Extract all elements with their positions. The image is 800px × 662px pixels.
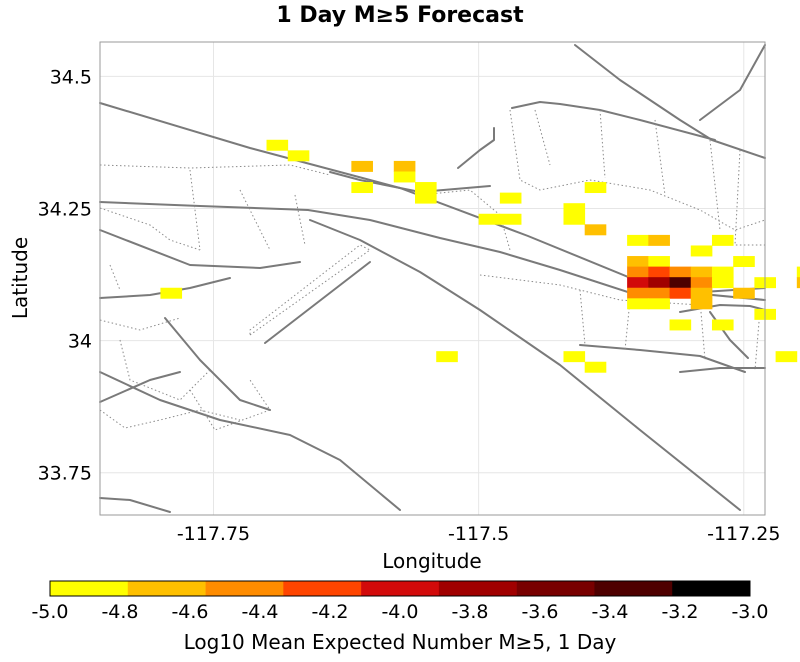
forecast-cell	[351, 182, 373, 194]
y-tick-label: 34	[68, 331, 92, 353]
colorbar-tick-label: -4.6	[171, 601, 208, 623]
colorbar-tick-label: -4.8	[101, 601, 138, 623]
colorbar-segment	[50, 581, 129, 596]
y-tick-label: 33.75	[38, 463, 92, 485]
x-tick-label: -117.5	[448, 523, 509, 545]
x-axis-label: Longitude	[382, 549, 481, 573]
forecast-cell	[563, 213, 586, 225]
forecast-cell	[584, 224, 607, 236]
forecast-cell	[627, 256, 649, 268]
forecast-cell	[563, 203, 586, 215]
colorbar-frame	[49, 580, 751, 597]
forecast-cell	[775, 351, 798, 363]
forecast-cell	[711, 277, 734, 289]
colorbar-tick-label: -3.6	[521, 601, 558, 623]
forecast-cell	[690, 245, 713, 257]
colorbar-segment	[672, 581, 751, 596]
forecast-cell	[266, 139, 289, 151]
forecast-cell	[393, 160, 416, 172]
forecast-cell	[711, 266, 734, 278]
forecast-cell	[648, 287, 670, 299]
forecast-cell	[584, 182, 607, 194]
forecast-cell	[669, 287, 692, 299]
colorbar-segment	[516, 581, 595, 596]
forecast-cell	[415, 182, 437, 194]
y-axis-label: Latitude	[8, 237, 32, 319]
colorbar-tick-label: -5.0	[31, 601, 68, 623]
chart-title: 1 Day M≥5 Forecast	[276, 3, 524, 28]
colorbar-tick-label: -4.0	[381, 601, 418, 623]
forecast-cell	[690, 266, 713, 278]
forecast-cell	[627, 234, 649, 246]
colorbar-segment	[594, 581, 673, 596]
plot-frame	[99, 41, 766, 516]
forecast-cell	[733, 287, 755, 299]
colorbar-segment	[438, 581, 517, 596]
colorbar-tick-label: -4.4	[241, 601, 278, 623]
forecast-cell	[648, 266, 670, 278]
forecast-cell	[796, 266, 800, 278]
forecast-cell	[711, 234, 734, 246]
colorbar-tick-label: -3.2	[661, 601, 698, 623]
forecast-cells	[160, 139, 800, 373]
colorbar-label: Log10 Mean Expected Number M≥5, 1 Day	[184, 630, 617, 654]
colorbar: -5.0 -4.8 -4.6 -4.4 -4.2 -4.0 -3.8 -3.6 -3.4 -3.2…	[31, 580, 769, 623]
forecast-cell	[711, 319, 734, 331]
x-tick-label: -117.25	[707, 523, 780, 545]
colorbar-segment	[361, 581, 440, 596]
colorbar-tick-label: -3.8	[451, 601, 488, 623]
forecast-cell	[627, 287, 649, 299]
gridlines	[100, 42, 765, 515]
forecast-cell	[499, 213, 522, 225]
forecast-cell	[563, 351, 586, 363]
y-axis-ticks: 34.5 34.25 34 33.75	[38, 66, 92, 484]
forecast-cell	[648, 256, 670, 268]
forecast-cell	[796, 277, 800, 289]
forecast-cell	[499, 192, 522, 204]
forecast-cell	[351, 160, 373, 172]
colorbar-tick-label: -4.2	[311, 601, 348, 623]
x-tick-label: -117.75	[177, 523, 250, 545]
forecast-cell	[669, 277, 692, 289]
forecast-cell	[690, 298, 713, 310]
y-tick-label: 34.25	[38, 198, 92, 220]
forecast-cell	[436, 351, 458, 363]
forecast-cell	[584, 361, 607, 373]
forecast-cell	[669, 319, 692, 331]
forecast-cell	[627, 266, 649, 278]
forecast-cell	[393, 171, 416, 183]
forecast-cell	[415, 192, 437, 204]
forecast-cell	[690, 287, 713, 299]
colorbar-segment	[283, 581, 362, 596]
forecast-cell	[648, 298, 670, 310]
forecast-cell	[627, 277, 649, 289]
forecast-cell	[733, 256, 755, 268]
y-tick-label: 34.5	[50, 66, 92, 88]
colorbar-tick-label: -3.0	[731, 601, 768, 623]
forecast-cell	[690, 277, 713, 289]
colorbar-segment	[205, 581, 284, 596]
forecast-cell	[627, 298, 649, 310]
forecast-cell	[669, 266, 692, 278]
forecast-cell	[478, 213, 501, 225]
forecast-cell	[160, 287, 183, 299]
colorbar-tick-label: -3.4	[591, 601, 628, 623]
forecast-cell	[648, 234, 670, 246]
x-axis-ticks: -117.75-117.5-117.25-117	[177, 523, 781, 545]
forecast-cell	[648, 277, 670, 289]
colorbar-segment	[127, 581, 206, 596]
forecast-cell	[287, 150, 310, 162]
